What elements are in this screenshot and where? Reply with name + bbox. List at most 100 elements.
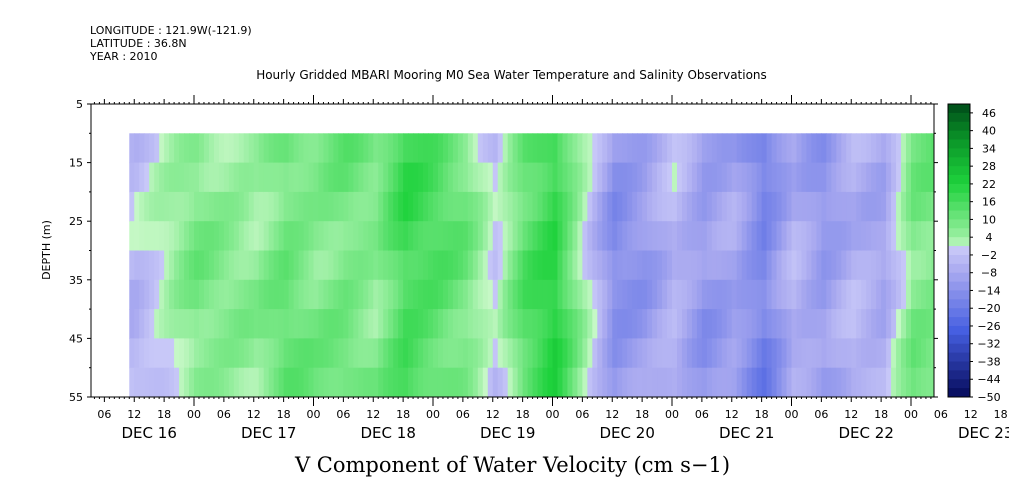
heatmap-cell [169,191,175,222]
heatmap-cell [731,221,738,252]
heatmap-cell [577,338,583,369]
heatmap-cell [562,279,569,310]
heatmap-cell [228,133,235,164]
heatmap-cell [174,338,180,369]
heatmap-cell [428,191,434,222]
heatmap-cell [507,367,514,397]
heatmap-cell [253,191,260,222]
heatmap-cell [467,191,474,222]
heatmap-cell [642,250,648,281]
heatmap-cell [676,191,683,222]
x-day-label: DEC 19 [480,424,535,442]
heatmap-cell [323,133,330,164]
heatmap-cell [771,338,778,369]
heatmap-cell [836,221,842,252]
heatmap-cell [208,133,215,164]
heatmap-cell [791,338,798,369]
heatmap-cell [851,367,857,397]
heatmap-cell [393,279,399,310]
heatmap-cell [442,338,449,369]
colorbar-swatch [948,175,970,185]
heatmap-cell [806,309,813,339]
heatmap-cell [293,367,300,397]
heatmap-cell [647,191,653,222]
heatmap-cell [686,279,693,310]
heatmap-cell [716,250,723,281]
heatmap-cell [134,309,140,339]
heatmap-cell [876,191,882,222]
heatmap-cell [313,309,320,339]
heatmap-field [129,133,934,397]
heatmap-cell [283,279,290,310]
heatmap-cell [223,133,230,164]
heatmap-cell [482,367,489,397]
heatmap-cell [398,133,404,164]
x-hour-label: 18 [755,408,769,421]
heatmap-cell [159,221,165,252]
heatmap-cell [861,221,867,252]
heatmap-cell [647,309,653,339]
heatmap-cell [442,162,449,193]
heatmap-cell [816,191,822,222]
heatmap-cell [657,367,663,397]
heatmap-cell [447,250,454,281]
heatmap-cell [901,162,907,193]
heatmap-cell [622,338,628,369]
heatmap-cell [716,221,723,252]
heatmap-cell [552,221,559,252]
heatmap-cell [298,279,305,310]
heatmap-cell [363,279,369,310]
heatmap-cell [233,279,240,310]
heatmap-cell [791,250,798,281]
heatmap-cell [582,338,588,369]
heatmap-cell [547,338,554,369]
heatmap-cell [592,309,598,339]
heatmap-cell [268,133,275,164]
colorbar-swatch [948,272,970,282]
heatmap-cell [876,133,882,164]
heatmap-cell [218,338,225,369]
heatmap-cell [159,162,165,193]
heatmap-cell [303,338,310,369]
heatmap-cell [871,309,877,339]
heatmap-cell [637,367,643,397]
heatmap-cell [507,250,514,281]
heatmap-cell [866,191,872,222]
heatmap-cell [428,133,434,164]
heatmap-cell [198,338,205,369]
heatmap-cell [726,250,733,281]
heatmap-cell [213,221,220,252]
heatmap-cell [891,221,897,252]
heatmap-cell [632,250,638,281]
heatmap-cell [911,191,917,222]
heatmap-cell [667,367,673,397]
heatmap-cell [751,191,758,222]
heatmap-cell [298,338,305,369]
x-hour-label: 12 [605,408,619,421]
heatmap-cell [886,191,892,222]
heatmap-cell [472,309,479,339]
heatmap-cell [373,162,379,193]
heatmap-cell [502,162,509,193]
heatmap-cell [328,250,335,281]
heatmap-cell [920,338,927,369]
heatmap-cell [248,367,255,397]
heatmap-cell [652,367,658,397]
heatmap-cell [437,338,444,369]
heatmap-cell [552,162,559,193]
heatmap-cell [423,221,429,252]
heatmap-cell [358,309,364,339]
heatmap-cell [447,367,454,397]
heatmap-cell [408,279,414,310]
heatmap-cell [139,191,145,222]
heatmap-cell [906,133,912,164]
heatmap-cell [437,191,444,222]
heatmap-cell [253,279,260,310]
heatmap-cell [408,191,414,222]
heatmap-cell [258,250,265,281]
heatmap-cell [562,191,569,222]
heatmap-cell [592,367,598,397]
heatmap-cell [218,309,225,339]
heatmap-cell [741,221,748,252]
heatmap-cell [517,279,524,310]
